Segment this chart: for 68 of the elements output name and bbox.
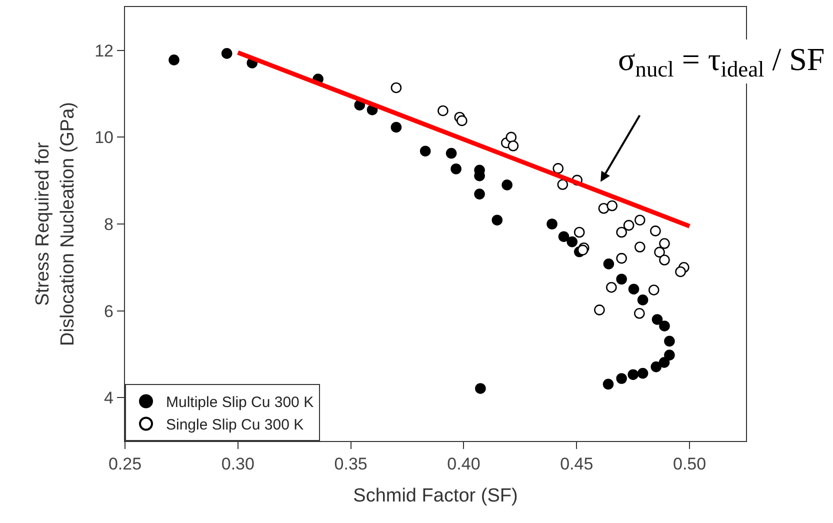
point xyxy=(606,282,617,293)
point xyxy=(634,214,646,226)
point xyxy=(577,244,588,256)
point xyxy=(390,82,402,94)
point xyxy=(659,320,670,332)
point xyxy=(603,258,614,270)
x-tick-label: 0.30 xyxy=(221,454,254,474)
point xyxy=(628,284,640,294)
point xyxy=(659,254,670,266)
x-axis-title: Schmid Factor (SF) xyxy=(353,485,518,506)
point xyxy=(648,284,660,296)
point xyxy=(616,226,627,238)
point xyxy=(652,314,663,325)
point xyxy=(616,373,627,384)
point xyxy=(606,200,618,212)
point xyxy=(658,357,670,368)
legend-label: Single Slip Cu 300 K xyxy=(166,416,304,434)
point xyxy=(594,304,605,316)
point xyxy=(438,105,448,116)
point xyxy=(456,115,468,126)
point xyxy=(623,220,634,231)
point xyxy=(634,308,645,319)
point xyxy=(664,336,675,347)
point xyxy=(506,132,517,143)
point xyxy=(557,179,568,190)
x-tick-label: 0.45 xyxy=(560,454,594,474)
point xyxy=(508,140,519,152)
legend-label: Multiple Slip Cu 300 K xyxy=(166,394,314,412)
point xyxy=(475,383,486,394)
x-tick-label: 0.40 xyxy=(447,454,480,474)
point xyxy=(664,350,675,360)
x-tick-label: 0.50 xyxy=(673,454,706,474)
point xyxy=(637,294,648,306)
point xyxy=(637,368,648,379)
point xyxy=(675,266,686,278)
y-tick-label: 4 xyxy=(104,388,114,408)
point xyxy=(474,188,485,200)
point xyxy=(574,226,585,238)
point xyxy=(566,236,578,248)
point xyxy=(616,274,627,285)
x-tick-label: 0.25 xyxy=(108,454,142,474)
point xyxy=(221,48,232,59)
x-tick-label: 0.35 xyxy=(334,454,368,474)
point xyxy=(602,378,614,390)
point xyxy=(390,122,402,133)
point xyxy=(558,231,570,242)
point xyxy=(420,146,431,156)
point xyxy=(654,246,665,258)
y-tick-label: 10 xyxy=(94,128,114,148)
point xyxy=(492,214,503,226)
y-tick-label: 8 xyxy=(104,214,114,234)
point xyxy=(446,148,457,159)
y-tick-label: 6 xyxy=(104,302,114,321)
point xyxy=(546,218,558,230)
point xyxy=(502,180,512,190)
point xyxy=(628,369,638,380)
point xyxy=(659,238,670,249)
y-tick-label: 12 xyxy=(94,41,114,60)
point xyxy=(552,163,564,174)
y-axis-title: Stress Required for Dislocation Nucleation (GPa) xyxy=(32,102,78,346)
point xyxy=(634,242,646,252)
point xyxy=(650,226,661,236)
point xyxy=(450,163,462,174)
annotation: σ$_{nucl}$ = τ$_{ideal}$ / SF xyxy=(618,41,825,82)
point xyxy=(168,54,180,66)
point xyxy=(616,252,627,264)
point xyxy=(598,202,610,214)
point xyxy=(650,361,662,372)
